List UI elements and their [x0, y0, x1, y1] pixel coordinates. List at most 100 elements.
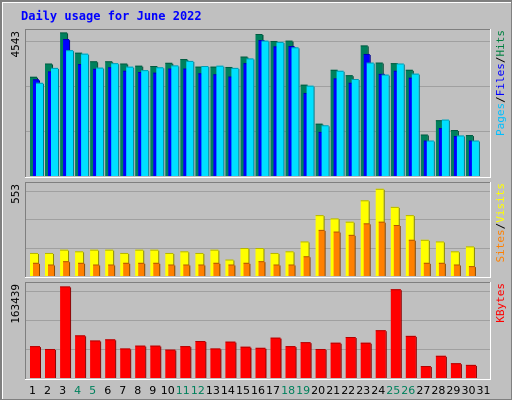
x-tick-label: 10 — [161, 384, 175, 397]
panel-visits-legend: Sites/Visits — [494, 183, 507, 263]
series-kbytes — [30, 286, 477, 378]
bar-kbytes — [30, 346, 40, 378]
x-tick-label: 26 — [401, 384, 415, 397]
bar-kbytes — [240, 346, 251, 378]
bar-pages — [171, 65, 179, 176]
bar-sites — [408, 239, 415, 276]
bar-sites — [453, 264, 460, 276]
bar-kbytes — [270, 337, 281, 378]
bar-pages — [261, 40, 269, 177]
bar-kbytes — [105, 339, 116, 378]
bar-pages — [246, 58, 254, 176]
bar-pages — [411, 73, 419, 176]
bar-kbytes — [195, 341, 206, 378]
bar-sites — [228, 264, 235, 276]
bar-visits — [90, 249, 99, 276]
panel-kbytes: 163439 KBytes — [9, 282, 507, 380]
series-sites — [33, 221, 476, 276]
legend-entry: / — [494, 96, 507, 103]
bar-visits — [105, 249, 114, 276]
x-tick-label: 30 — [462, 384, 476, 397]
bar-kbytes — [150, 345, 161, 378]
bar-visits — [435, 241, 444, 276]
bar-sites — [333, 231, 340, 276]
bar-pages — [51, 67, 58, 176]
bar-kbytes — [345, 337, 356, 378]
x-tick-label: 22 — [341, 384, 355, 397]
chart-title: Daily usage for June 2022 — [21, 9, 202, 23]
legend-entry: / — [494, 223, 507, 230]
x-tick-label: 24 — [371, 384, 385, 397]
x-tick-label: 28 — [431, 384, 445, 397]
bar-pages — [201, 66, 209, 176]
bar-pages — [96, 67, 104, 176]
bar-pages — [441, 119, 449, 176]
bar-sites — [93, 264, 100, 276]
bar-sites — [213, 262, 220, 276]
bar-kbytes — [360, 342, 371, 378]
x-tick-label: 18 — [281, 384, 295, 397]
x-tick-label: 25 — [386, 384, 400, 397]
x-tick-label: 17 — [266, 384, 280, 397]
bar-sites — [48, 264, 54, 276]
bar-kbytes — [330, 342, 341, 378]
bar-pages — [231, 67, 239, 176]
bar-sites — [468, 266, 475, 276]
bar-kbytes — [60, 286, 71, 378]
x-tick-label: 15 — [236, 384, 250, 397]
bar-visits — [465, 246, 474, 276]
legend-entry: Files — [494, 63, 507, 96]
bar-pages — [471, 140, 479, 176]
x-tick-label: 16 — [251, 384, 265, 397]
bar-kbytes — [465, 364, 476, 378]
series-pages — [36, 40, 480, 177]
panel-visits-max-label: 553 — [9, 184, 22, 204]
bar-pages — [306, 85, 314, 176]
bar-pages — [216, 65, 224, 176]
bar-sites — [153, 262, 160, 276]
bar-sites — [258, 261, 265, 276]
bar-pages — [126, 66, 134, 176]
bar-visits — [180, 251, 189, 276]
bar-pages — [81, 53, 89, 176]
bar-pages — [336, 70, 344, 176]
bar-pages — [321, 125, 329, 176]
bar-kbytes — [90, 340, 101, 378]
bar-kbytes — [315, 349, 326, 378]
bar-pages — [36, 82, 43, 176]
bar-visits — [420, 239, 429, 276]
bar-sites — [348, 234, 355, 276]
bar-sites — [108, 264, 115, 276]
bar-kbytes — [180, 346, 191, 378]
bar-kbytes — [135, 345, 146, 378]
x-tick-label: 7 — [119, 384, 126, 397]
panel-kbytes-max-label: 163439 — [9, 284, 22, 324]
bar-pages — [156, 67, 164, 176]
bar-sites — [63, 261, 70, 276]
bar-visits — [240, 248, 249, 276]
x-tick-label: 1 — [29, 384, 36, 397]
bar-pages — [381, 74, 389, 176]
legend-entry: Pages — [494, 103, 507, 136]
bar-sites — [198, 264, 205, 276]
bar-sites — [303, 256, 310, 276]
x-tick-label: 27 — [416, 384, 430, 397]
x-tick-label: 6 — [104, 384, 111, 397]
x-tick-label: 29 — [446, 384, 460, 397]
panel-hits-max-label: 4543 — [9, 31, 22, 58]
bar-pages — [426, 140, 434, 176]
bar-pages — [141, 70, 149, 176]
x-tick-label: 8 — [134, 384, 141, 397]
bar-kbytes — [420, 366, 431, 378]
x-tick-label: 4 — [74, 384, 81, 397]
bar-sites — [138, 262, 145, 276]
bar-sites — [168, 264, 175, 276]
x-tick-label: 13 — [206, 384, 220, 397]
bar-kbytes — [450, 363, 461, 378]
bar-sites — [183, 264, 190, 276]
bar-kbytes — [165, 349, 176, 378]
bar-kbytes — [75, 335, 86, 378]
legend-entry: / — [494, 57, 507, 64]
